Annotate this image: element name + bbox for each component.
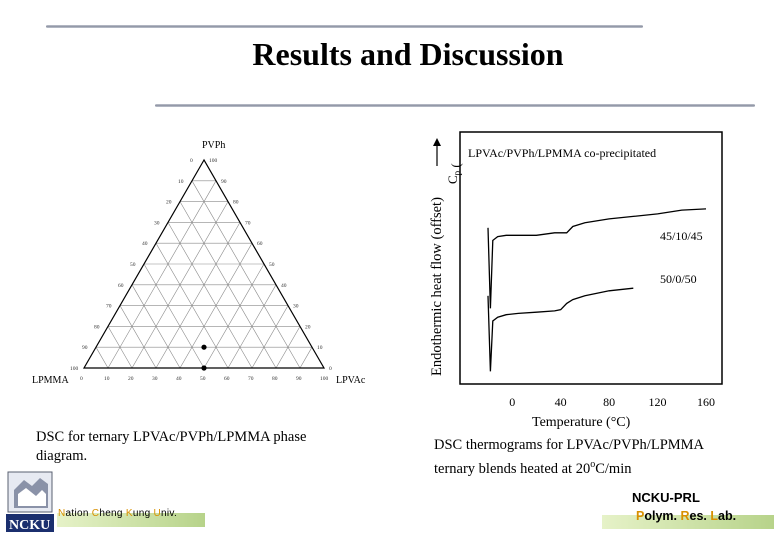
- ternary-grid-line: [251, 305, 289, 369]
- tick-label-right: 10: [317, 345, 323, 351]
- ternary-grid-line: [143, 263, 205, 369]
- right-caption-line2: ternary blends heated at 20oC/min: [434, 455, 774, 479]
- ternary-grid-line: [275, 326, 301, 369]
- dsc-curves: 45/10/45 50/0/50: [487, 208, 707, 372]
- ternary-data-point: [201, 365, 207, 371]
- x-tick-labels: 0 40 80 120 160: [509, 395, 715, 409]
- chart-title: LPVAc/PVPh/LPMMA co-precipitated: [468, 146, 656, 160]
- univ-name-bar: [57, 513, 205, 527]
- tick-label-bottom: 30: [152, 376, 158, 382]
- ncku-logo: NCKU: [6, 471, 54, 533]
- slide-title: Results and Discussion: [252, 36, 564, 72]
- tick-label-bottom: 90: [296, 376, 302, 382]
- tick-label-left: 0: [190, 158, 193, 164]
- tick-label-bottom: 0: [80, 376, 83, 382]
- ternary-grid-line: [131, 284, 181, 369]
- dsc-thermogram-chart: Endothermic heat flow (offset) Cp ( LPVA…: [429, 131, 723, 430]
- x-tick-label: 120: [649, 395, 667, 409]
- tick-label-right: 50: [269, 262, 275, 268]
- ternary-grid-line: [95, 347, 109, 369]
- tick-label-right: 60: [257, 241, 263, 247]
- tick-label-left: 90: [82, 345, 88, 351]
- tick-label-bottom: 80: [272, 376, 278, 382]
- top-rule: [46, 25, 643, 28]
- chart-xlabel: Temperature (°C): [532, 415, 631, 430]
- tick-label-left: 60: [118, 283, 124, 289]
- apex-label-pvph: PVPh: [202, 140, 225, 151]
- lab-name: NCKU-PRL: [632, 490, 700, 505]
- series-line-0: [487, 208, 707, 309]
- tick-label-left: 70: [106, 304, 112, 310]
- ternary-grid: [82, 158, 326, 369]
- tick-label-right: 100: [209, 158, 218, 164]
- ternary-grid-line: [191, 180, 301, 369]
- ternary-grid-line: [167, 222, 253, 369]
- y-axis-arrowhead: [433, 138, 441, 146]
- tick-label-bottom: 60: [224, 376, 230, 382]
- chart-frame: [459, 131, 723, 385]
- tick-label-left: 10: [178, 179, 184, 185]
- apex-label-lpmma: LPMMA: [32, 375, 69, 386]
- ternary-grid-line: [299, 347, 313, 369]
- tick-label-right: 0: [329, 366, 332, 372]
- tick-label-bottom: 70: [248, 376, 254, 382]
- series-label-1: 50/0/50: [660, 272, 697, 286]
- tick-label-left: 40: [142, 241, 148, 247]
- series-line-1: [487, 287, 634, 372]
- x-tick-label: 160: [697, 395, 715, 409]
- university-name: Nation Cheng Kung Univ.: [58, 508, 178, 519]
- ternary-grid-line: [107, 326, 133, 369]
- tick-label-bottom: 50: [200, 376, 206, 382]
- tick-label-left: 50: [130, 262, 136, 268]
- tick-label-bottom: 10: [104, 376, 110, 382]
- right-caption-unit: C/min: [595, 460, 632, 477]
- ncku-logo-text: NCKU: [9, 518, 50, 533]
- title-underline-rule: [155, 104, 755, 107]
- x-tick-label: 80: [603, 395, 615, 409]
- x-tick-label: 40: [555, 395, 567, 409]
- left-caption: DSC for ternary LPVAc/PVPh/LPMMA phase d…: [36, 429, 307, 464]
- ternary-grid-line: [107, 180, 217, 369]
- tick-label-left: 80: [94, 324, 100, 330]
- x-tick-label: 0: [509, 395, 515, 409]
- tick-label-right: 80: [233, 200, 239, 206]
- degree-sup: o: [590, 459, 596, 470]
- tick-label-left: 20: [166, 200, 172, 206]
- ternary-grid-line: [203, 263, 265, 369]
- tick-label-left: 30: [154, 220, 160, 226]
- series-label-0: 45/10/45: [660, 229, 703, 243]
- tick-label-right: 70: [245, 220, 251, 226]
- tick-label-right: 30: [293, 304, 299, 310]
- right-caption-text: ternary blends heated at 20: [434, 460, 591, 477]
- tick-label-bottom: 100: [320, 376, 329, 382]
- tick-label-right: 40: [281, 283, 287, 289]
- ternary-grid-line: [227, 284, 277, 369]
- right-caption-line1: DSC thermograms for LPVAc/PVPh/LPMMA: [434, 437, 705, 453]
- chart-ylabel: Endothermic heat flow (offset): [429, 197, 445, 376]
- tick-label-bottom: 40: [176, 376, 182, 382]
- apex-label-lpvac: LPVAc: [336, 375, 366, 386]
- tick-label-right: 90: [221, 179, 227, 185]
- ternary-data-points: [201, 344, 207, 371]
- right-caption: DSC thermograms for LPVAc/PVPh/LPMMA ter…: [434, 436, 774, 479]
- ternary-grid-line: [119, 305, 157, 369]
- ternary-grid-line: [155, 222, 241, 369]
- ternary-data-point: [201, 344, 207, 350]
- tick-label-left: 100: [70, 366, 79, 372]
- tick-label-bottom: 20: [128, 376, 134, 382]
- cp-symbol: Cp (: [445, 163, 463, 184]
- lab-full-name: Polym. Res. Lab.: [636, 509, 737, 523]
- tick-label-right: 20: [305, 324, 311, 330]
- lab-bar: [602, 515, 774, 529]
